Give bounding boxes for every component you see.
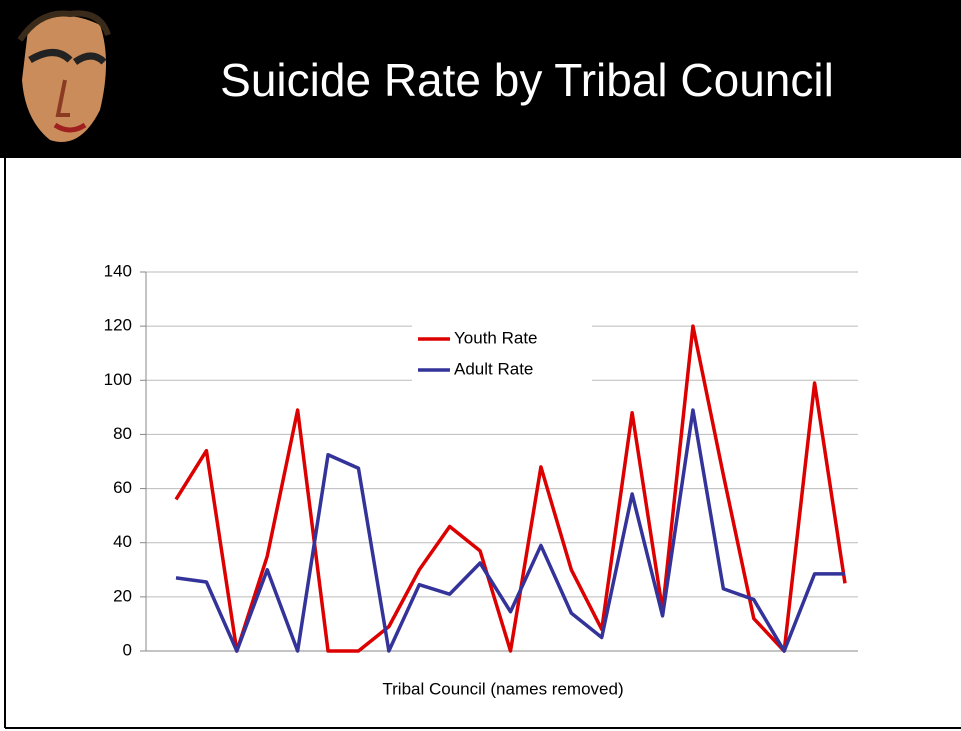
y-tick-label: 60 — [113, 478, 132, 497]
y-tick-label: 100 — [104, 370, 132, 389]
legend-box — [412, 322, 592, 386]
legend-label: Youth Rate — [454, 328, 538, 347]
legend-label: Adult Rate — [454, 359, 533, 378]
y-tick-label: 80 — [113, 424, 132, 443]
y-tick-label: 120 — [104, 316, 132, 335]
legend: Youth Rate Adult Rate — [412, 322, 592, 386]
y-tick-label: 20 — [113, 586, 132, 605]
series-line — [175, 408, 845, 653]
y-tick-label: 0 — [123, 640, 132, 659]
slide-title: Suicide Rate by Tribal Council — [220, 54, 834, 106]
mask-icon — [17, 10, 111, 142]
series-line — [174, 324, 847, 653]
y-tick-label: 40 — [113, 532, 132, 551]
x-axis-label: Tribal Council (names removed) — [382, 679, 623, 698]
y-tick-label: 140 — [104, 261, 132, 280]
header-band — [0, 0, 961, 158]
